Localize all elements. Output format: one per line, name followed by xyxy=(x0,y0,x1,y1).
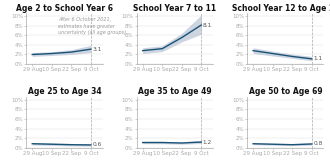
Title: Age 50 to Age 69: Age 50 to Age 69 xyxy=(248,87,322,96)
Title: Age 2 to School Year 6: Age 2 to School Year 6 xyxy=(16,4,113,13)
Text: 3.1: 3.1 xyxy=(92,47,102,52)
Text: 1.2: 1.2 xyxy=(203,140,212,144)
Text: 8.1: 8.1 xyxy=(203,23,212,28)
Text: After 6 October 2021,
estimates have greater
uncertainty (all age groups).: After 6 October 2021, estimates have gre… xyxy=(58,17,128,35)
Text: 0.8: 0.8 xyxy=(313,141,323,146)
Title: School Year 12 to Age 24: School Year 12 to Age 24 xyxy=(232,4,330,13)
Title: Age 25 to Age 34: Age 25 to Age 34 xyxy=(28,87,101,96)
Text: 1.1: 1.1 xyxy=(313,56,322,61)
Title: Age 35 to Age 49: Age 35 to Age 49 xyxy=(138,87,212,96)
Text: 0.6: 0.6 xyxy=(92,142,102,148)
Title: School Year 7 to 11: School Year 7 to 11 xyxy=(133,4,216,13)
